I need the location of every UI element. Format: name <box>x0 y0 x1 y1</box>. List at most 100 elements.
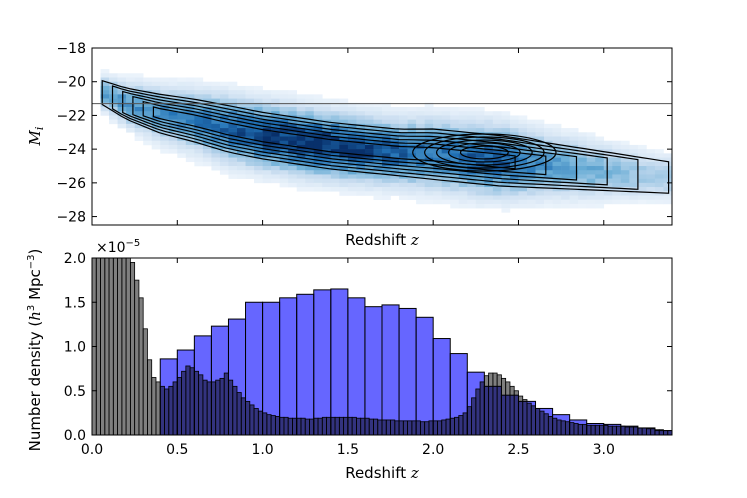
heatmap-cell <box>612 161 622 167</box>
bar-grey <box>138 297 144 435</box>
heatmap-cell <box>501 115 511 120</box>
heatmap-cell <box>569 149 579 154</box>
heatmap-cell <box>262 166 272 171</box>
heatmap-cell <box>620 182 630 188</box>
heatmap-cell <box>518 178 528 184</box>
heatmap-cell <box>296 178 306 184</box>
heatmap-cell <box>305 115 315 120</box>
heatmap-cell <box>305 102 315 108</box>
heatmap-cell <box>458 203 468 209</box>
heatmap-cell <box>279 132 289 137</box>
heatmap-cell <box>296 153 306 158</box>
heatmap-cell <box>586 195 596 201</box>
heatmap-cell <box>544 132 553 137</box>
heatmap-cell <box>288 178 298 184</box>
heatmap-cell <box>288 107 298 112</box>
bar-grey <box>223 372 229 435</box>
heatmap-cell <box>288 161 298 167</box>
heatmap-cell <box>100 90 110 95</box>
heatmap-cell <box>424 123 434 129</box>
heatmap-cell <box>364 132 374 137</box>
heatmap-cell <box>100 94 110 99</box>
bar-grey <box>419 421 426 435</box>
heatmap-cell <box>663 199 672 205</box>
heatmap-cell <box>620 199 630 205</box>
heatmap-cell <box>134 98 144 104</box>
heatmap-cell <box>219 81 229 87</box>
heatmap-cell <box>535 140 545 146</box>
heatmap-cell <box>424 128 434 133</box>
bar-grey <box>347 416 353 435</box>
heatmap-cell <box>168 132 178 137</box>
bar-grey <box>112 258 118 435</box>
heatmap-cell <box>160 140 170 146</box>
heatmap-cell <box>134 132 144 137</box>
heatmap-cell <box>322 170 332 175</box>
heatmap-cell <box>612 140 622 146</box>
heatmap-cell <box>279 170 289 175</box>
heatmap-cell <box>373 136 383 142</box>
heatmap-cell <box>373 153 383 158</box>
heatmap-cell <box>356 187 366 192</box>
heatmap-cell <box>620 178 630 184</box>
heatmap-cell <box>603 199 613 205</box>
heatmap-cell <box>654 187 664 192</box>
heatmap-cell <box>185 149 195 154</box>
heatmap-cell <box>527 166 536 171</box>
heatmap-cell <box>595 140 605 146</box>
heatmap-cell <box>339 98 349 104</box>
heatmap-cell <box>305 94 315 99</box>
heatmap-cell <box>509 182 519 188</box>
heatmap-cell <box>586 166 596 171</box>
heatmap-cell <box>450 149 460 154</box>
heatmap-cell <box>151 111 161 116</box>
bar-grey <box>364 417 370 435</box>
heatmap-cell <box>433 128 443 133</box>
heatmap-cell <box>117 77 127 83</box>
heatmap-cell <box>126 128 135 133</box>
heatmap-cell <box>475 111 485 116</box>
heatmap-cell <box>279 115 289 120</box>
heatmap-cell <box>364 144 374 150</box>
heatmap-cell <box>407 191 417 196</box>
heatmap-cell <box>168 77 178 83</box>
heatmap-cell <box>527 191 536 196</box>
heatmap-cell <box>109 90 118 95</box>
heatmap-cell <box>595 191 605 196</box>
heatmap-cell <box>458 187 468 192</box>
heatmap-cell <box>535 199 545 205</box>
heatmap-cell <box>339 191 349 196</box>
heatmap-cell <box>117 85 127 91</box>
heatmap-cell <box>509 195 519 201</box>
heatmap-cell <box>501 128 511 133</box>
heatmap-cell <box>168 98 178 104</box>
heatmap-cell <box>202 98 212 104</box>
heatmap-cell <box>211 119 221 125</box>
bar-grey <box>530 405 536 435</box>
heatmap-cell <box>569 182 579 188</box>
heatmap-cell <box>228 128 238 133</box>
heatmap-cell <box>313 149 323 154</box>
heatmap-cell <box>109 98 118 104</box>
bar-grey <box>326 416 332 435</box>
heatmap-cell <box>228 153 238 158</box>
heatmap-cell <box>356 119 366 125</box>
heatmap-cell <box>492 203 502 209</box>
heatmap-cell <box>347 107 357 112</box>
heatmap-cell <box>552 195 562 201</box>
heatmap-cell <box>612 195 622 201</box>
bar-grey <box>270 415 276 435</box>
heatmap-cell <box>356 111 366 116</box>
heatmap-cell <box>356 178 366 184</box>
bottom-x-tick-label: 2.0 <box>422 442 444 458</box>
heatmap-cell <box>544 170 553 175</box>
heatmap-cell <box>467 136 477 142</box>
heatmap-cell <box>228 107 238 112</box>
heatmap-cell <box>271 170 280 175</box>
heatmap-cell <box>245 85 255 91</box>
heatmap-cell <box>134 85 144 91</box>
heatmap-cell <box>160 111 170 116</box>
heatmap-cell <box>475 153 485 158</box>
heatmap-cell <box>416 153 425 158</box>
heatmap-cell <box>356 115 366 120</box>
